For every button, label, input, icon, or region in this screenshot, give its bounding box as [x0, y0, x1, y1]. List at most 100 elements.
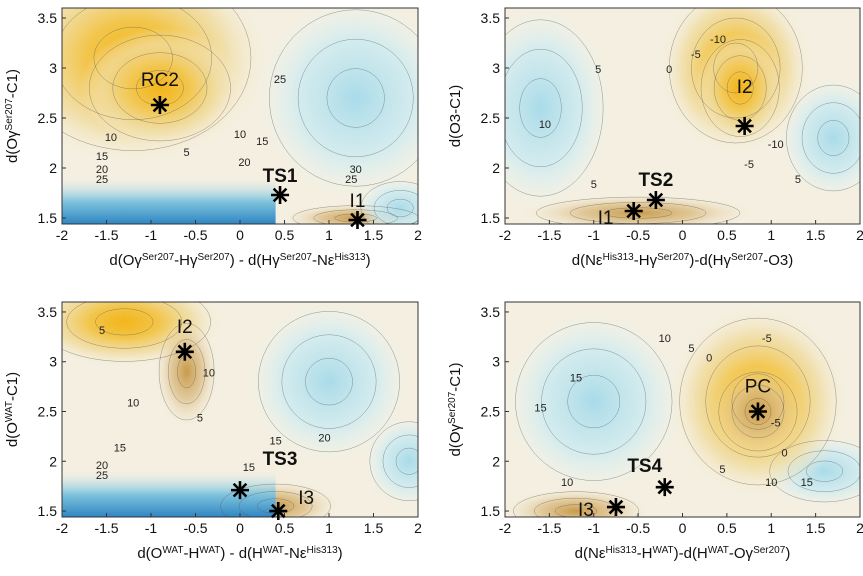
- y-tick-label: 1.5: [38, 210, 58, 226]
- y-tick-label: 1.5: [38, 503, 58, 519]
- x-tick-label: -1.5: [537, 227, 561, 243]
- y-tick-label: 3.5: [38, 10, 58, 26]
- label-part: )-d(H: [674, 545, 708, 562]
- contour-label: 10: [539, 119, 551, 131]
- contour-label: 10: [203, 368, 215, 380]
- label-part: ) - d(Hγ: [230, 252, 280, 269]
- contour-label: 5: [591, 179, 597, 191]
- label-part: d(Nε: [572, 252, 603, 269]
- label-superscript: WAT: [162, 545, 183, 556]
- label-part: d(O3-C1): [447, 85, 464, 148]
- contour-label: 10: [234, 129, 246, 141]
- label-part: d(O: [4, 422, 21, 447]
- contour-label: 5: [184, 147, 190, 159]
- contour-label: 20: [318, 432, 330, 444]
- state-marker: [348, 211, 366, 229]
- x-tick-label: -0.5: [626, 520, 650, 536]
- label-superscript: Ser207: [197, 252, 230, 263]
- contour-label: 15: [534, 402, 546, 414]
- label-superscript: His313: [603, 252, 635, 263]
- contour-label: 10: [127, 398, 139, 410]
- x-tick-label: 0.5: [275, 520, 295, 536]
- x-tick-label: -1: [145, 520, 158, 536]
- contour-label: 5: [197, 412, 203, 424]
- y-axis-label: d(OγSer207-C1): [4, 69, 22, 163]
- contour-label: 15: [256, 136, 268, 148]
- x-tick-label: -1: [588, 227, 601, 243]
- contour-label: 10: [561, 477, 573, 489]
- label-part: -C1): [4, 372, 21, 401]
- y-tick-label: 1.5: [481, 503, 501, 519]
- y-axis-label: d(OWAT-C1): [4, 372, 22, 447]
- label-superscript: Ser207: [731, 252, 764, 263]
- x-tick-label: -2: [56, 227, 69, 243]
- state-label: TS4: [627, 456, 662, 477]
- contour-label: 10: [765, 477, 777, 489]
- state-marker: [736, 117, 754, 135]
- label-superscript: WAT: [4, 401, 15, 422]
- x-axis-label: d(NεHis313-HγSer207)-d(HγSer207-O3): [572, 252, 794, 270]
- contour-label: 10: [105, 132, 117, 144]
- y-tick-label: 2: [49, 453, 57, 469]
- label-part: d(Oγ: [109, 252, 142, 269]
- contour-label: 0: [706, 353, 712, 365]
- x-tick-label: 1: [325, 227, 333, 243]
- state-marker: [231, 481, 249, 499]
- contour-label: 15: [114, 442, 126, 454]
- label-superscript: WAT: [263, 545, 284, 556]
- label-superscript: His313: [606, 545, 638, 556]
- label-superscript: Ser207: [280, 252, 313, 263]
- state-marker: [176, 343, 194, 361]
- contour-label: 15: [269, 435, 281, 447]
- label-part: -Hγ: [174, 252, 198, 269]
- x-axis-label: d(OWAT-HWAT) - d(HWAT-NεHis313): [137, 545, 342, 563]
- contour-label: -5: [744, 159, 754, 171]
- label-superscript: Ser207: [657, 252, 690, 263]
- contour-label: 15: [801, 477, 813, 489]
- state-label: TS2: [638, 170, 673, 191]
- state-marker: [607, 498, 625, 516]
- contour-label: 15: [243, 462, 255, 474]
- x-tick-label: -2: [499, 520, 512, 536]
- label-part: ): [366, 252, 371, 269]
- contour-label: 5: [595, 64, 601, 76]
- y-tick-label: 2: [492, 160, 500, 176]
- surface: [505, 302, 863, 533]
- surface: [0, 0, 454, 238]
- contour-label: -10: [768, 139, 784, 151]
- contour-label: 5: [719, 464, 725, 476]
- label-superscript: WAT: [708, 545, 729, 556]
- state-marker: [656, 478, 674, 496]
- y-tick-label: 2.5: [38, 403, 58, 419]
- contour-label: 0: [666, 64, 672, 76]
- label-part: -C1): [447, 363, 464, 392]
- state-marker: [647, 191, 665, 209]
- state-marker: [269, 502, 287, 520]
- y-tick-label: 1.5: [481, 210, 501, 226]
- state-label: I2: [177, 317, 193, 338]
- label-part: -O3): [763, 252, 793, 269]
- x-tick-label: 1: [325, 520, 333, 536]
- y-tick-label: 3.5: [481, 10, 501, 26]
- x-tick-label: 2: [856, 520, 863, 536]
- x-axis-label: d(OγSer207-HγSer207) - d(HγSer207-NεHis3…: [109, 252, 370, 270]
- x-tick-label: 0: [236, 520, 244, 536]
- state-label: I2: [737, 77, 753, 98]
- state-label: PC: [745, 376, 771, 397]
- state-marker: [271, 186, 289, 204]
- contour-label: 20: [238, 157, 250, 169]
- y-axis-label: d(OγSer207-C1): [447, 363, 465, 457]
- x-tick-label: 0.5: [717, 227, 737, 243]
- contour-label: 10: [659, 333, 671, 345]
- contour-label: 0: [782, 447, 788, 459]
- x-tick-label: -0.5: [183, 227, 207, 243]
- y-axis-label: d(O3-C1): [447, 85, 464, 148]
- label-superscript: His313: [334, 252, 366, 263]
- surface: [470, 0, 863, 231]
- surface-deep: [62, 179, 276, 224]
- y-tick-label: 3: [492, 60, 500, 76]
- surface-shade: [470, 8, 612, 208]
